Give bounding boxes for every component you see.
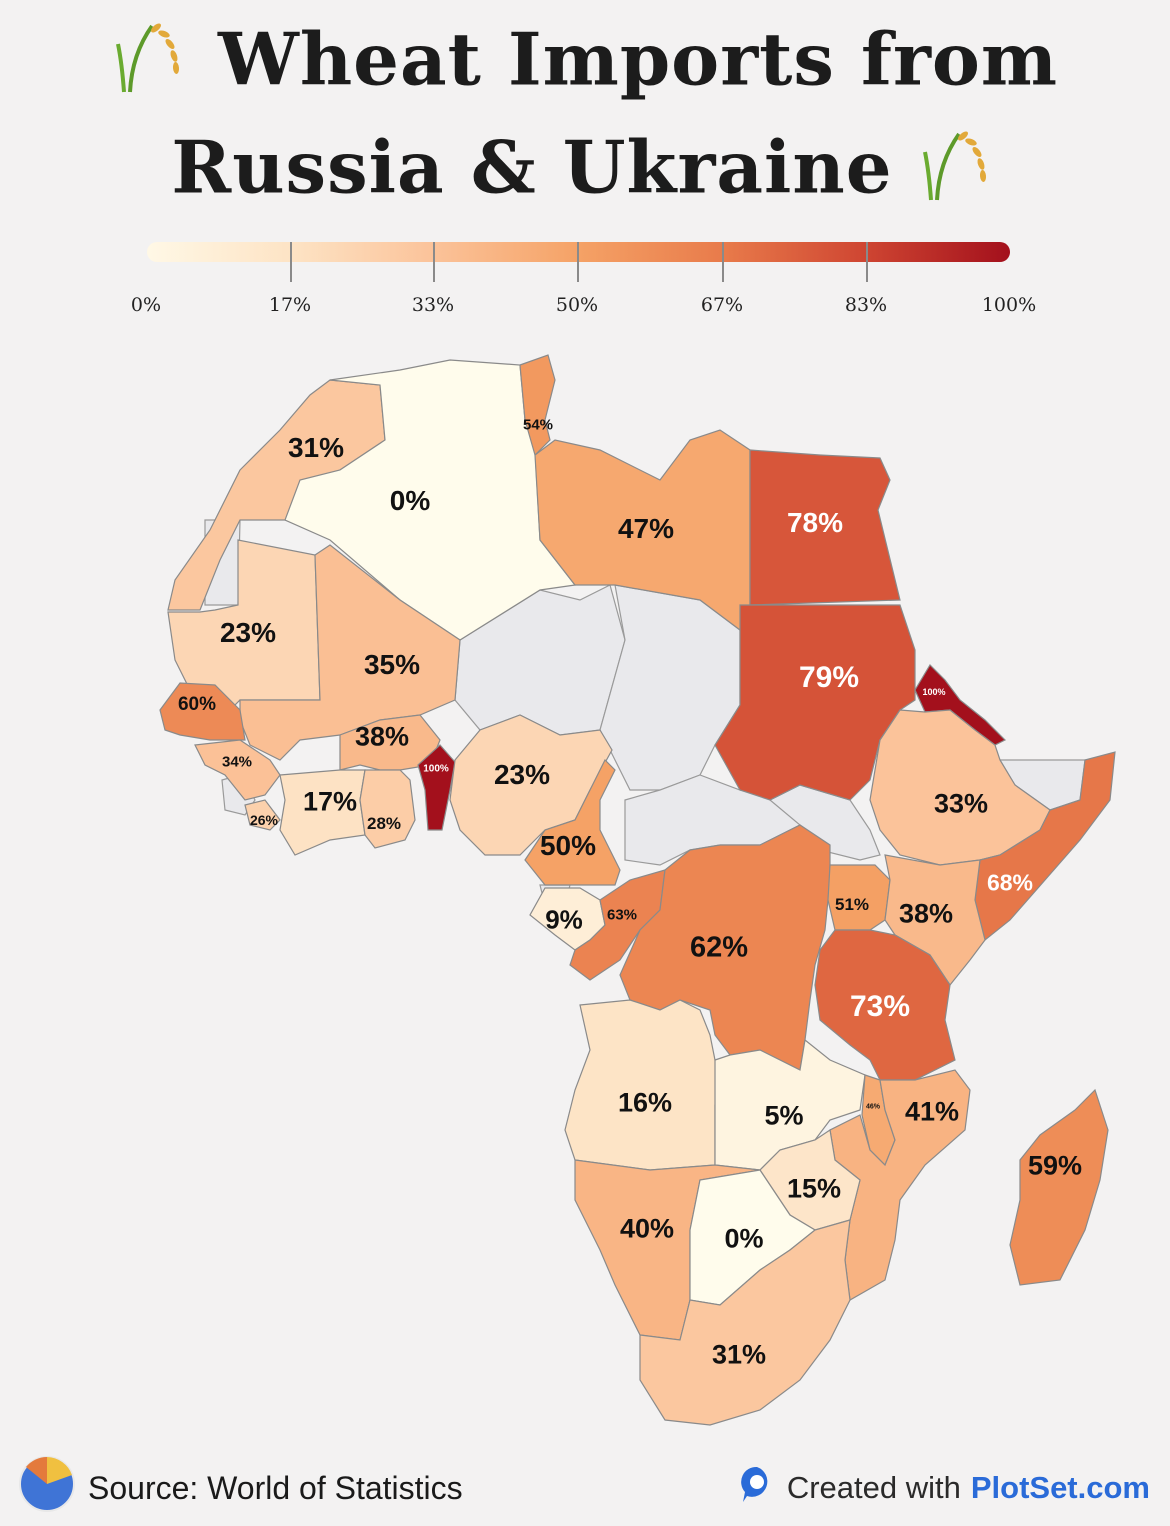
- value-label-republic-of-the-congo: 63%: [607, 906, 637, 923]
- credit-prefix: Created with: [786, 1470, 961, 1505]
- value-label-morocco: 31%: [288, 432, 344, 463]
- value-label-senegal: 60%: [178, 694, 216, 715]
- country-algeria[interactable]: [284, 359, 577, 641]
- value-label-sudan: 79%: [799, 661, 859, 694]
- value-label-cote-d-ivoire: 17%: [303, 787, 357, 817]
- plotset-brand-link[interactable]: PlotSet.com: [970, 1470, 1150, 1505]
- source-text: Source: World of Statistics: [88, 1469, 463, 1506]
- value-label-dr-congo: 62%: [690, 931, 748, 963]
- country-sierra-leone[interactable]: [244, 799, 281, 831]
- africa-map: 31% 0% 54% 47% 78% 23% 35% 60% 38% 34% 26% 17% 28% 10…: [159, 354, 1116, 1426]
- country-ghana[interactable]: [359, 769, 416, 849]
- scale-tick: [577, 242, 579, 282]
- scale-tick: [433, 242, 435, 282]
- value-label-cameroon: 50%: [540, 830, 596, 861]
- title-text-2: Russia & Ukraine: [171, 124, 893, 210]
- country-guinea[interactable]: [194, 739, 281, 801]
- value-label-south-africa: 31%: [712, 1340, 766, 1370]
- country-sudan[interactable]: [714, 604, 916, 801]
- country-burkina-faso[interactable]: [339, 714, 441, 771]
- country-egypt[interactable]: [749, 449, 901, 606]
- map-title-line1: Wheat Imports from: [0, 14, 1170, 105]
- value-label-nigeria: 23%: [494, 759, 550, 790]
- value-label-namibia: 40%: [620, 1214, 674, 1244]
- scale-tick: [290, 242, 292, 282]
- value-label-madagascar: 59%: [1028, 1151, 1082, 1181]
- wheat-icon: [112, 14, 192, 105]
- value-label-eritrea: 100%: [922, 687, 945, 697]
- scale-label: 17%: [268, 294, 312, 316]
- country-south-africa[interactable]: [639, 1219, 851, 1426]
- value-label-ghana: 28%: [367, 814, 401, 833]
- value-label-tanzania: 73%: [850, 990, 910, 1023]
- country-cameroon[interactable]: [524, 758, 621, 886]
- scale-label: 83%: [844, 294, 888, 316]
- country-madagascar[interactable]: [1009, 1088, 1109, 1286]
- value-label-mozambique: 41%: [905, 1097, 959, 1127]
- value-label-gabon: 9%: [545, 904, 583, 934]
- country-tunisia[interactable]: [519, 354, 556, 457]
- country-senegal[interactable]: [159, 682, 246, 741]
- country-kenya[interactable]: [884, 854, 986, 987]
- scale-tick: [866, 242, 868, 282]
- value-label-burkina-faso: 38%: [355, 722, 409, 752]
- map-title-line2: Russia & Ukraine: [0, 122, 1170, 213]
- value-label-zimbabwe: 15%: [787, 1174, 841, 1204]
- country-republic-of-the-congo[interactable]: [569, 869, 666, 981]
- value-label-sierra-leone: 26%: [250, 812, 279, 828]
- country-benin[interactable]: [417, 744, 456, 831]
- scale-tick: [722, 242, 724, 282]
- value-label-angola: 16%: [618, 1088, 672, 1118]
- value-label-guinea: 34%: [222, 753, 252, 770]
- value-label-mali: 35%: [364, 649, 420, 680]
- title-text-1: Wheat Imports from: [217, 16, 1059, 102]
- plotset-logo-icon: [737, 1464, 777, 1512]
- scale-label: 67%: [700, 294, 744, 316]
- country-cote-d-ivoire[interactable]: [279, 769, 366, 856]
- country-uganda[interactable]: [827, 864, 891, 931]
- value-label-benin: 100%: [423, 764, 449, 775]
- created-with-credit[interactable]: Created with PlotSet.com: [737, 1458, 1150, 1518]
- scale-label: 50%: [555, 294, 599, 316]
- value-label-algeria: 0%: [390, 485, 431, 516]
- scale-label: 33%: [411, 294, 455, 316]
- scale-label: 0%: [130, 294, 162, 316]
- value-label-somalia: 68%: [987, 869, 1033, 895]
- value-label-malawi: 46%: [866, 1104, 881, 1111]
- value-label-libya: 47%: [618, 513, 674, 544]
- value-label-ethiopia: 33%: [934, 789, 988, 819]
- value-label-zambia: 5%: [764, 1101, 803, 1131]
- value-label-uganda: 51%: [835, 895, 869, 914]
- wheat-icon: [919, 122, 999, 213]
- value-label-mauritania: 23%: [220, 617, 276, 648]
- pie-chart-icon: [18, 1455, 76, 1521]
- source-attribution: Source: World of Statistics: [18, 1455, 463, 1521]
- value-label-tunisia: 54%: [523, 416, 553, 433]
- scale-label: 100%: [981, 294, 1037, 316]
- country-chad[interactable]: [599, 584, 741, 791]
- value-label-kenya: 38%: [899, 899, 953, 929]
- value-label-botswana: 0%: [724, 1224, 763, 1254]
- value-label-egypt: 78%: [787, 507, 843, 538]
